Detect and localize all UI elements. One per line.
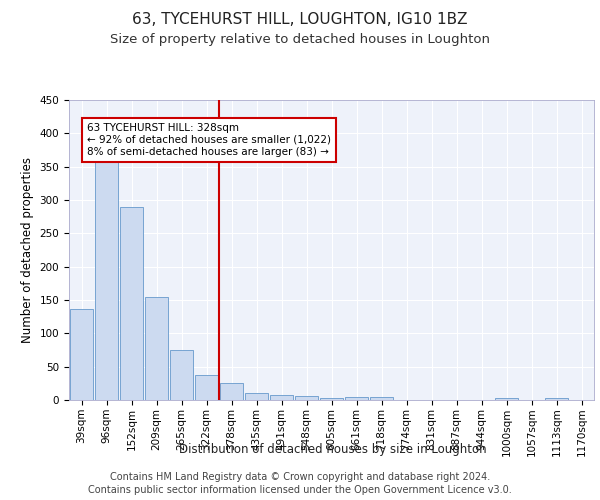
Bar: [494, 398, 518, 400]
Bar: [245, 392, 268, 400]
Bar: [545, 398, 568, 400]
Bar: [344, 398, 368, 400]
Text: Size of property relative to detached houses in Loughton: Size of property relative to detached ho…: [110, 32, 490, 46]
Bar: [145, 296, 169, 400]
Bar: [194, 376, 218, 400]
Bar: [70, 308, 94, 400]
Y-axis label: Number of detached properties: Number of detached properties: [21, 157, 34, 343]
Text: 63, TYCEHURST HILL, LOUGHTON, IG10 1BZ: 63, TYCEHURST HILL, LOUGHTON, IG10 1BZ: [132, 12, 468, 28]
Bar: [220, 384, 244, 400]
Text: Contains HM Land Registry data © Crown copyright and database right 2024.: Contains HM Land Registry data © Crown c…: [110, 472, 490, 482]
Bar: [170, 350, 193, 400]
Text: Contains public sector information licensed under the Open Government Licence v3: Contains public sector information licen…: [88, 485, 512, 495]
Text: 63 TYCEHURST HILL: 328sqm
← 92% of detached houses are smaller (1,022)
8% of sem: 63 TYCEHURST HILL: 328sqm ← 92% of detac…: [87, 124, 331, 156]
Bar: [370, 398, 394, 400]
Bar: [95, 154, 118, 400]
Text: Distribution of detached houses by size in Loughton: Distribution of detached houses by size …: [179, 442, 487, 456]
Bar: [295, 396, 319, 400]
Bar: [320, 398, 343, 400]
Bar: [269, 394, 293, 400]
Bar: [119, 208, 143, 400]
